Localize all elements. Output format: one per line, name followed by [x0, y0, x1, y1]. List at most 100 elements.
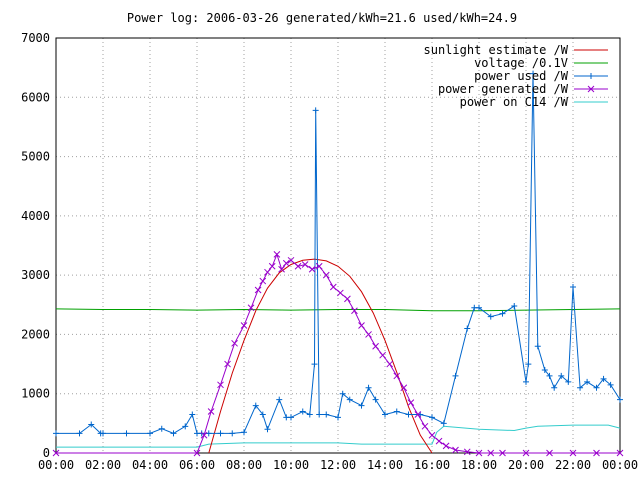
data-point — [452, 372, 459, 379]
series-0 — [208, 258, 433, 454]
data-point — [252, 402, 259, 409]
data-point — [372, 396, 379, 403]
data-point — [241, 429, 247, 436]
data-point — [189, 411, 196, 418]
data-point — [301, 261, 309, 268]
data-point — [593, 449, 600, 457]
data-point — [287, 256, 295, 264]
legend-label: power used /W — [474, 69, 569, 83]
data-point — [534, 343, 541, 350]
data-point — [299, 408, 306, 415]
data-point — [264, 426, 271, 433]
x-tick-label: 00:00 — [38, 458, 74, 472]
x-tick-label: 04:00 — [132, 458, 168, 472]
data-point — [259, 411, 266, 418]
data-point — [428, 431, 436, 439]
x-tick-label: 12:00 — [320, 458, 356, 472]
data-point — [329, 283, 337, 291]
data-point — [452, 446, 459, 454]
data-point — [76, 430, 83, 437]
data-point — [205, 430, 212, 437]
data-point — [511, 302, 518, 309]
data-point — [358, 402, 365, 409]
data-point — [393, 408, 400, 415]
data-point — [607, 381, 614, 388]
data-point — [386, 360, 394, 368]
data-point — [351, 307, 358, 315]
data-point — [231, 339, 238, 347]
data-point — [584, 378, 591, 385]
data-point — [616, 449, 624, 457]
data-point — [335, 414, 341, 421]
series-4 — [56, 424, 621, 448]
data-point — [344, 295, 351, 303]
data-point — [170, 430, 177, 437]
data-point — [407, 399, 415, 406]
x-tick-label: 16:00 — [414, 458, 450, 472]
series-3 — [52, 251, 624, 457]
data-point — [440, 420, 447, 427]
data-point — [476, 304, 482, 311]
data-point — [525, 361, 532, 368]
data-point — [182, 423, 189, 430]
data-point — [464, 325, 471, 332]
plot-area-border — [55, 37, 621, 454]
data-point — [147, 430, 153, 437]
legend-marker — [588, 73, 594, 79]
x-tick-label: 20:00 — [508, 458, 544, 472]
x-tick-label: 18:00 — [461, 458, 497, 472]
x-tick-label: 10:00 — [273, 458, 309, 472]
x-tick-label: 02:00 — [85, 458, 121, 472]
data-point — [276, 396, 283, 403]
series-line — [56, 73, 621, 434]
data-point — [288, 414, 294, 421]
legend-label: power on C14 /W — [460, 95, 569, 109]
data-point — [393, 372, 401, 380]
data-point — [600, 375, 607, 382]
data-point — [273, 251, 281, 258]
data-point — [247, 304, 255, 312]
data-point — [546, 449, 553, 457]
series-line — [56, 252, 620, 454]
data-point — [264, 268, 271, 276]
y-tick-label: 5000 — [21, 150, 50, 164]
x-tick-label: 00:00 — [602, 458, 638, 472]
data-point — [442, 442, 450, 450]
data-point — [339, 390, 346, 397]
series-2 — [53, 70, 623, 437]
data-point — [207, 408, 215, 415]
x-tick-label: 22:00 — [555, 458, 591, 472]
data-point — [323, 411, 330, 418]
series-line — [208, 258, 433, 454]
y-tick-label: 1000 — [21, 387, 50, 401]
data-point — [316, 411, 323, 418]
data-point — [88, 421, 95, 428]
data-point — [499, 449, 506, 457]
data-point — [372, 342, 379, 350]
data-point — [382, 411, 388, 418]
data-point — [282, 259, 290, 267]
data-point — [593, 384, 600, 391]
data-point — [546, 372, 553, 379]
y-tick-label: 7000 — [21, 31, 50, 45]
data-point — [306, 411, 313, 418]
data-point — [278, 265, 285, 273]
y-tick-label: 6000 — [21, 90, 50, 104]
data-point — [487, 449, 495, 457]
data-point — [551, 384, 558, 391]
data-point — [565, 378, 572, 385]
data-point — [523, 378, 529, 385]
data-point — [463, 448, 471, 456]
x-axis: 00:00 02:00 04:00 06:00 08:00 10:00 12:00 14:00… — [38, 458, 638, 472]
data-point — [365, 331, 372, 338]
data-point — [617, 396, 623, 403]
data-point — [435, 437, 443, 445]
data-point — [541, 367, 548, 373]
data-point — [193, 449, 201, 457]
legend-label: sunlight estimate /W — [424, 43, 569, 57]
x-tick-label: 06:00 — [179, 458, 215, 472]
data-point — [358, 322, 365, 329]
data-point — [499, 310, 506, 317]
